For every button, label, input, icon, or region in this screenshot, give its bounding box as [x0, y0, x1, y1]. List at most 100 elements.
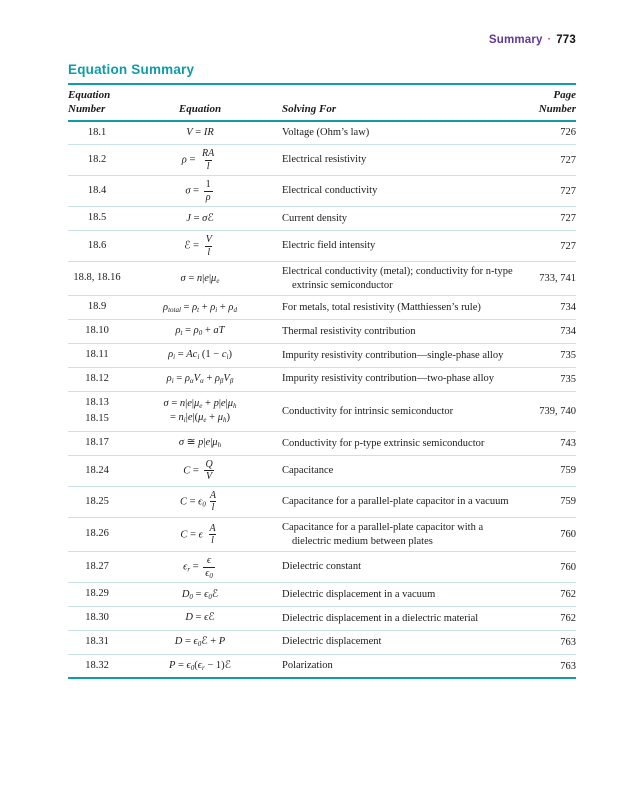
equation-number-cell: 18.11 — [85, 348, 109, 360]
equation-cell: D0 = ϵ0ℰ — [181, 588, 219, 601]
page-number-cell: 763 — [560, 636, 576, 648]
table-row: 18.27 ϵr = ϵ ϵ0 Dielectric constant 760 — [68, 552, 576, 584]
equation-summary-section: Equation Summary Equation Number Equatio… — [68, 62, 576, 680]
solving-for-cell: Capacitance for a parallel-plate capacit… — [282, 496, 509, 508]
table-row: 18.32 P = ϵ0(ϵr − 1)ℰ Polarization 763 — [68, 655, 576, 678]
equation-number-cell: 18.4 — [87, 184, 107, 196]
equation-cell: J = σℰ — [186, 212, 214, 224]
title-rule — [68, 83, 576, 85]
header-page-number: Page Number — [538, 89, 576, 115]
equation-number-cell: 18.5 — [87, 212, 107, 224]
solving-for-cell: Capacitance — [282, 465, 334, 477]
solving-for-cell: Electrical conductivity (metal); conduct… — [282, 266, 513, 291]
table-row: 18.17 σ ≅ p|e|μh Conductivity for p-type… — [68, 432, 576, 456]
table-row: 18.8, 18.16 σ = n|e|μe Electrical conduc… — [68, 262, 576, 297]
running-head-section-label: Summary — [488, 34, 543, 46]
page-number-cell: 760 — [560, 529, 576, 541]
solving-for-cell: Dielectric constant — [282, 561, 362, 573]
page-number-cell: 734 — [560, 302, 576, 314]
table-row: 18.5 J = σℰ Current density 727 — [68, 207, 576, 232]
table-row: 18.31 D = ϵ0ℰ + P Dielectric displacemen… — [68, 631, 576, 655]
page-number-cell: 726 — [560, 127, 576, 139]
equation-cell: σ ≅ p|e|μh — [178, 437, 222, 450]
header-solving-for: Solving For — [282, 102, 337, 115]
equation-cell: V = IR — [186, 126, 214, 138]
solving-for-cell: Conductivity for p-type extrinsic semico… — [282, 437, 485, 449]
solving-for-cell: Impurity resistivity contribution—single… — [282, 349, 504, 361]
equation-table-body: 18.1 V = IR Voltage (Ohm’s law) 726 18.2… — [68, 122, 576, 678]
equation-cell: ρi = Aci (1 − ci) — [168, 349, 232, 362]
equation-cell: ρtotal = ρt + ρi + ρd — [163, 301, 237, 314]
page-number-cell: 763 — [560, 660, 576, 672]
equation-number-cell: 18.25 — [85, 495, 109, 507]
equation-cell: ϵr = ϵ ϵ0 — [183, 555, 215, 580]
equation-number-cell: 18.2 — [87, 153, 107, 165]
page-number-cell: 727 — [560, 213, 576, 225]
table-row: 18.13 18.15 σ = n|e|μe + p|e|μh = ni|e|(μe… — [68, 392, 576, 433]
header-rule — [68, 119, 576, 122]
table-header-row: Equation Number Equation Solving For Pag… — [68, 85, 576, 120]
equation-number-cell: 18.29 — [85, 588, 109, 600]
equation-number-cell: 18.12 — [85, 372, 109, 384]
solving-for-cell: Current density — [282, 212, 348, 224]
equation-number-cell: 18.30 — [85, 612, 109, 624]
table-row: 18.29 D0 = ϵ0ℰ Dielectric displacement i… — [68, 583, 576, 608]
section-title: Equation Summary — [68, 62, 195, 77]
equation-cell: σ = n|e|μe + p|e|μh = ni|e|(μe + μh) — [163, 398, 237, 425]
page-number-cell: 759 — [560, 465, 576, 477]
running-head-separator-dot: · — [547, 34, 552, 45]
page-number-cell: 727 — [560, 154, 576, 166]
page-number-cell: 743 — [560, 438, 576, 450]
header-equation: Equation — [178, 102, 222, 115]
equation-number-cell: 18.1 — [87, 126, 107, 138]
equation-cell: P = ϵ0(ϵr − 1)ℰ — [168, 659, 232, 672]
solving-for-cell: Conductivity for intrinsic semiconductor — [282, 405, 454, 417]
page-number-cell: 734 — [560, 326, 576, 338]
table-row: 18.12 ρi = ραVα + ρβVβ Impurity resistiv… — [68, 368, 576, 392]
running-head: Summary · 773 — [489, 34, 576, 46]
table-row: 18.1 V = IR Voltage (Ohm’s law) 726 — [68, 122, 576, 146]
equation-number-cell: 18.32 — [85, 659, 109, 671]
solving-for-cell: Voltage (Ohm’s law) — [282, 127, 370, 139]
page-number-cell: 762 — [560, 589, 576, 601]
running-head-page-number: 773 — [556, 34, 576, 46]
equation-cell: ρ = RA l — [181, 148, 215, 172]
page-number-cell: 739, 740 — [539, 405, 576, 417]
solving-for-cell: Dielectric displacement — [282, 636, 382, 648]
equation-cell: D = ϵ0ℰ + P — [174, 636, 226, 649]
page-number-cell: 762 — [560, 612, 576, 624]
equation-number-cell: 18.27 — [85, 560, 109, 572]
solving-for-cell: For metals, total resistivity (Matthiess… — [282, 301, 481, 313]
page-number-cell: 727 — [560, 185, 576, 197]
equation-number-cell: 18.17 — [85, 437, 109, 449]
table-row: 18.30 D = ϵℰ Dielectric displacement in … — [68, 607, 576, 631]
equation-number-cell: 18.24 — [85, 464, 109, 476]
equation-number-cell: 18.6 — [87, 239, 107, 251]
equation-number-cell: 18.8, 18.16 — [73, 272, 121, 284]
equation-number-cell: 18.10 — [85, 325, 109, 337]
page-number-cell: 735 — [560, 373, 576, 385]
solving-for-cell: Thermal resistivity contribution — [282, 325, 416, 337]
header-equation-number: Equation Number — [68, 89, 111, 115]
page-number-cell: 760 — [560, 561, 576, 573]
solving-for-cell: Impurity resistivity contribution—two-ph… — [282, 373, 495, 385]
solving-for-cell: Capacitance for a parallel-plate capacit… — [282, 521, 484, 547]
table-row: 18.10 ρt = ρ0 + aT Thermal resistivity c… — [68, 320, 576, 344]
table-row: 18.11 ρi = Aci (1 − ci) Impurity resisti… — [68, 344, 576, 368]
solving-for-cell: Polarization — [282, 660, 333, 672]
solving-for-cell: Electrical resistivity — [282, 154, 367, 166]
solving-for-cell: Dielectric displacement in a vacuum — [282, 588, 436, 600]
page-number-cell: 735 — [560, 349, 576, 361]
page-number-cell: 759 — [560, 496, 576, 508]
equation-cell: ρi = ραVα + ρβVβ — [166, 373, 234, 386]
equation-number-cell: 18.31 — [85, 635, 109, 647]
equation-cell: ρt = ρ0 + aT — [175, 325, 225, 338]
table-row: 18.9 ρtotal = ρt + ρi + ρd For metals, t… — [68, 296, 576, 321]
